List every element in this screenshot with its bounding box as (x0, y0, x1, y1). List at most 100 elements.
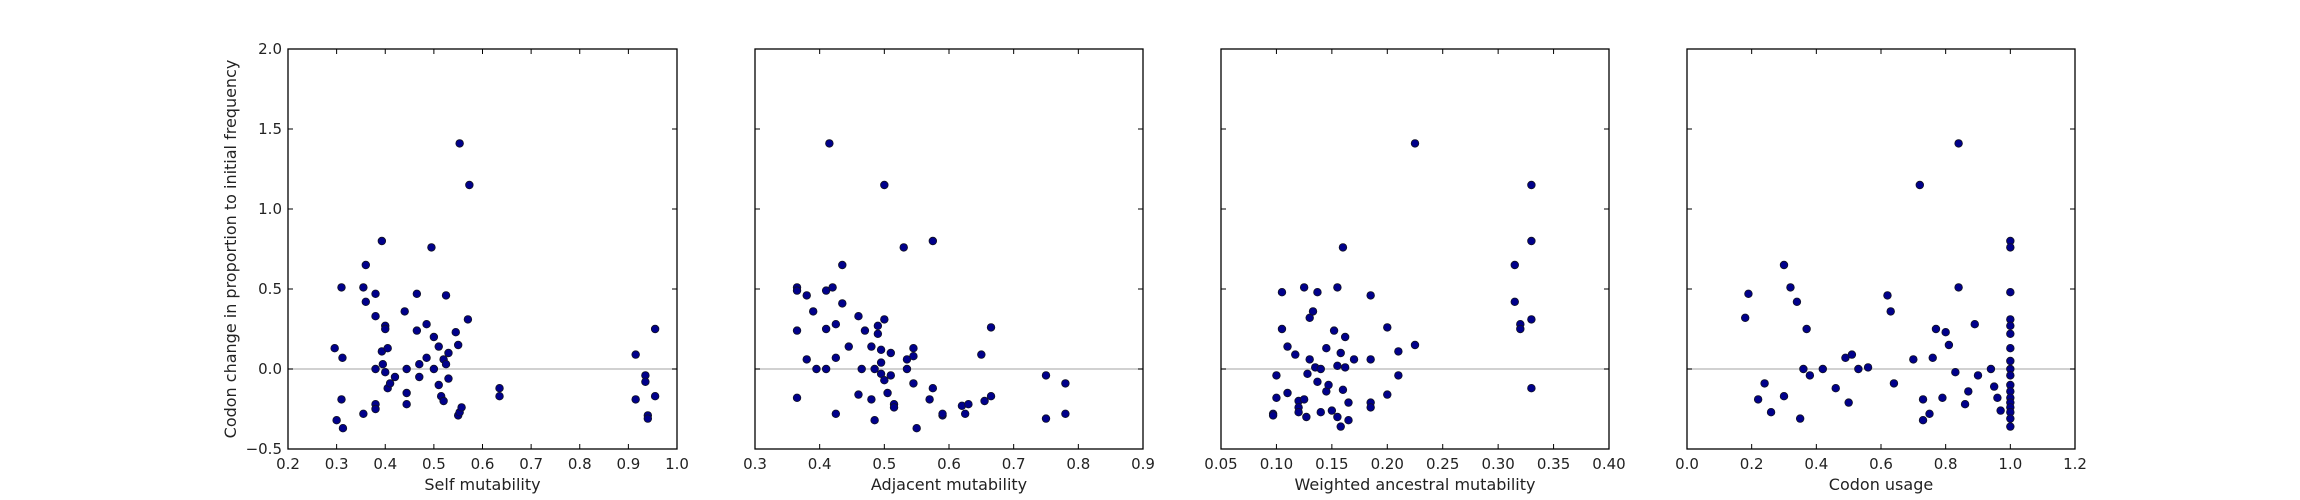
plot-frame (287, 48, 678, 450)
x-tick-label: 0.7 (1002, 455, 1026, 473)
data-point (1303, 369, 1312, 378)
data-point (412, 326, 422, 335)
data-point (1802, 324, 1811, 334)
data-point (385, 379, 395, 388)
scatter-panel-2: 0.3 0.4 0.5 0.6 0.7 0.8 0.9 Adjacent mutability (743, 48, 1155, 494)
data-point (643, 414, 653, 423)
data-point (1854, 364, 1863, 374)
x-axis-label: Adjacent mutability (871, 475, 1027, 494)
data-point (338, 424, 348, 433)
x-tick-label: 0.5 (422, 455, 446, 473)
data-point (844, 342, 853, 351)
data-point (495, 384, 504, 393)
data-point (1925, 409, 1934, 418)
data-point (876, 358, 886, 367)
data-point (2006, 356, 2015, 366)
y-tick-label: 0.0 (258, 360, 282, 378)
data-point (909, 344, 918, 353)
data-point (925, 395, 934, 404)
data-point (838, 260, 847, 270)
data-point (902, 364, 912, 374)
data-point (1394, 347, 1403, 356)
data-point (402, 364, 411, 374)
x-tick-label: 0.8 (1066, 455, 1090, 473)
data-point (359, 409, 368, 418)
data-point (809, 307, 818, 316)
x-tick-label: 0.6 (937, 455, 961, 473)
data-point (886, 371, 895, 380)
x-tick-label: 0.8 (568, 455, 592, 473)
x-tick-label: 0.9 (1131, 455, 1155, 473)
data-point (1964, 387, 1973, 396)
data-point (1410, 139, 1420, 148)
data-point (1753, 395, 1763, 404)
data-point (1863, 363, 1873, 372)
data-point (641, 377, 650, 386)
data-point (1938, 393, 1947, 402)
data-point (2006, 422, 2015, 431)
data-point (381, 324, 390, 334)
data-point (330, 344, 339, 353)
data-point (1041, 371, 1051, 380)
data-point (1818, 364, 1827, 374)
plot-frame (754, 48, 1144, 450)
data-point (873, 321, 883, 330)
x-tick-label: 0.6 (471, 455, 495, 473)
data-point (1268, 411, 1278, 420)
x-tick-label: 0.05 (1204, 455, 1237, 473)
data-point (1272, 371, 1281, 380)
data-point (1779, 392, 1789, 401)
scatter-panel-4: 0.0 0.2 0.4 0.6 0.8 1.0 1.2 Codon usage (1675, 48, 2087, 494)
data-point (1510, 260, 1519, 270)
data-point (434, 380, 443, 390)
x-tick-label: 1.0 (665, 455, 689, 473)
data-point (792, 393, 802, 402)
data-point (429, 364, 439, 374)
data-point (1316, 408, 1325, 417)
data-point (909, 379, 918, 388)
data-point (986, 323, 996, 332)
data-point (831, 409, 841, 418)
data-point (1918, 416, 1928, 425)
data-point (1951, 368, 1960, 377)
data-point (359, 283, 368, 292)
data-point (444, 374, 453, 383)
data-point (371, 404, 380, 414)
data-point (1333, 412, 1342, 422)
data-point (415, 372, 424, 382)
x-tick-label: 0.30 (1481, 455, 1514, 473)
data-point (332, 416, 341, 425)
data-point (427, 243, 436, 252)
data-point (1366, 291, 1375, 300)
x-tick-label: 0.20 (1371, 455, 1404, 473)
x-tick-label: 0.40 (1592, 455, 1625, 473)
data-point (444, 348, 453, 358)
x-tick-label: 0.25 (1426, 455, 1459, 473)
x-tick-label: 1.2 (2063, 455, 2087, 473)
data-point (1954, 283, 1963, 292)
data-point (1283, 342, 1292, 351)
data-point (1322, 344, 1331, 353)
data-point (495, 392, 504, 401)
y-tick-label: 1.5 (258, 120, 282, 138)
data-point (1944, 340, 1954, 350)
x-tick-label: 0.8 (1934, 455, 1958, 473)
data-point (960, 409, 970, 418)
data-point (821, 324, 831, 334)
scatter-panel-1: 0.2 0.3 0.4 0.5 0.6 0.7 0.8 0.9 1.0 −0.5 0.0 0.5 1.0… (221, 40, 689, 494)
data-point (980, 396, 989, 406)
data-point (880, 315, 889, 324)
data-point (886, 348, 895, 358)
data-point (453, 340, 463, 350)
data-point (650, 324, 660, 334)
data-point (1986, 364, 1996, 374)
data-point (2006, 371, 2015, 380)
data-point (1889, 379, 1899, 388)
data-point (1799, 364, 1808, 374)
data-point (1340, 332, 1350, 342)
data-point (434, 342, 443, 351)
data-point (371, 364, 380, 374)
data-point (964, 400, 973, 409)
data-point (1299, 283, 1309, 292)
plot-frame (1220, 48, 1610, 450)
